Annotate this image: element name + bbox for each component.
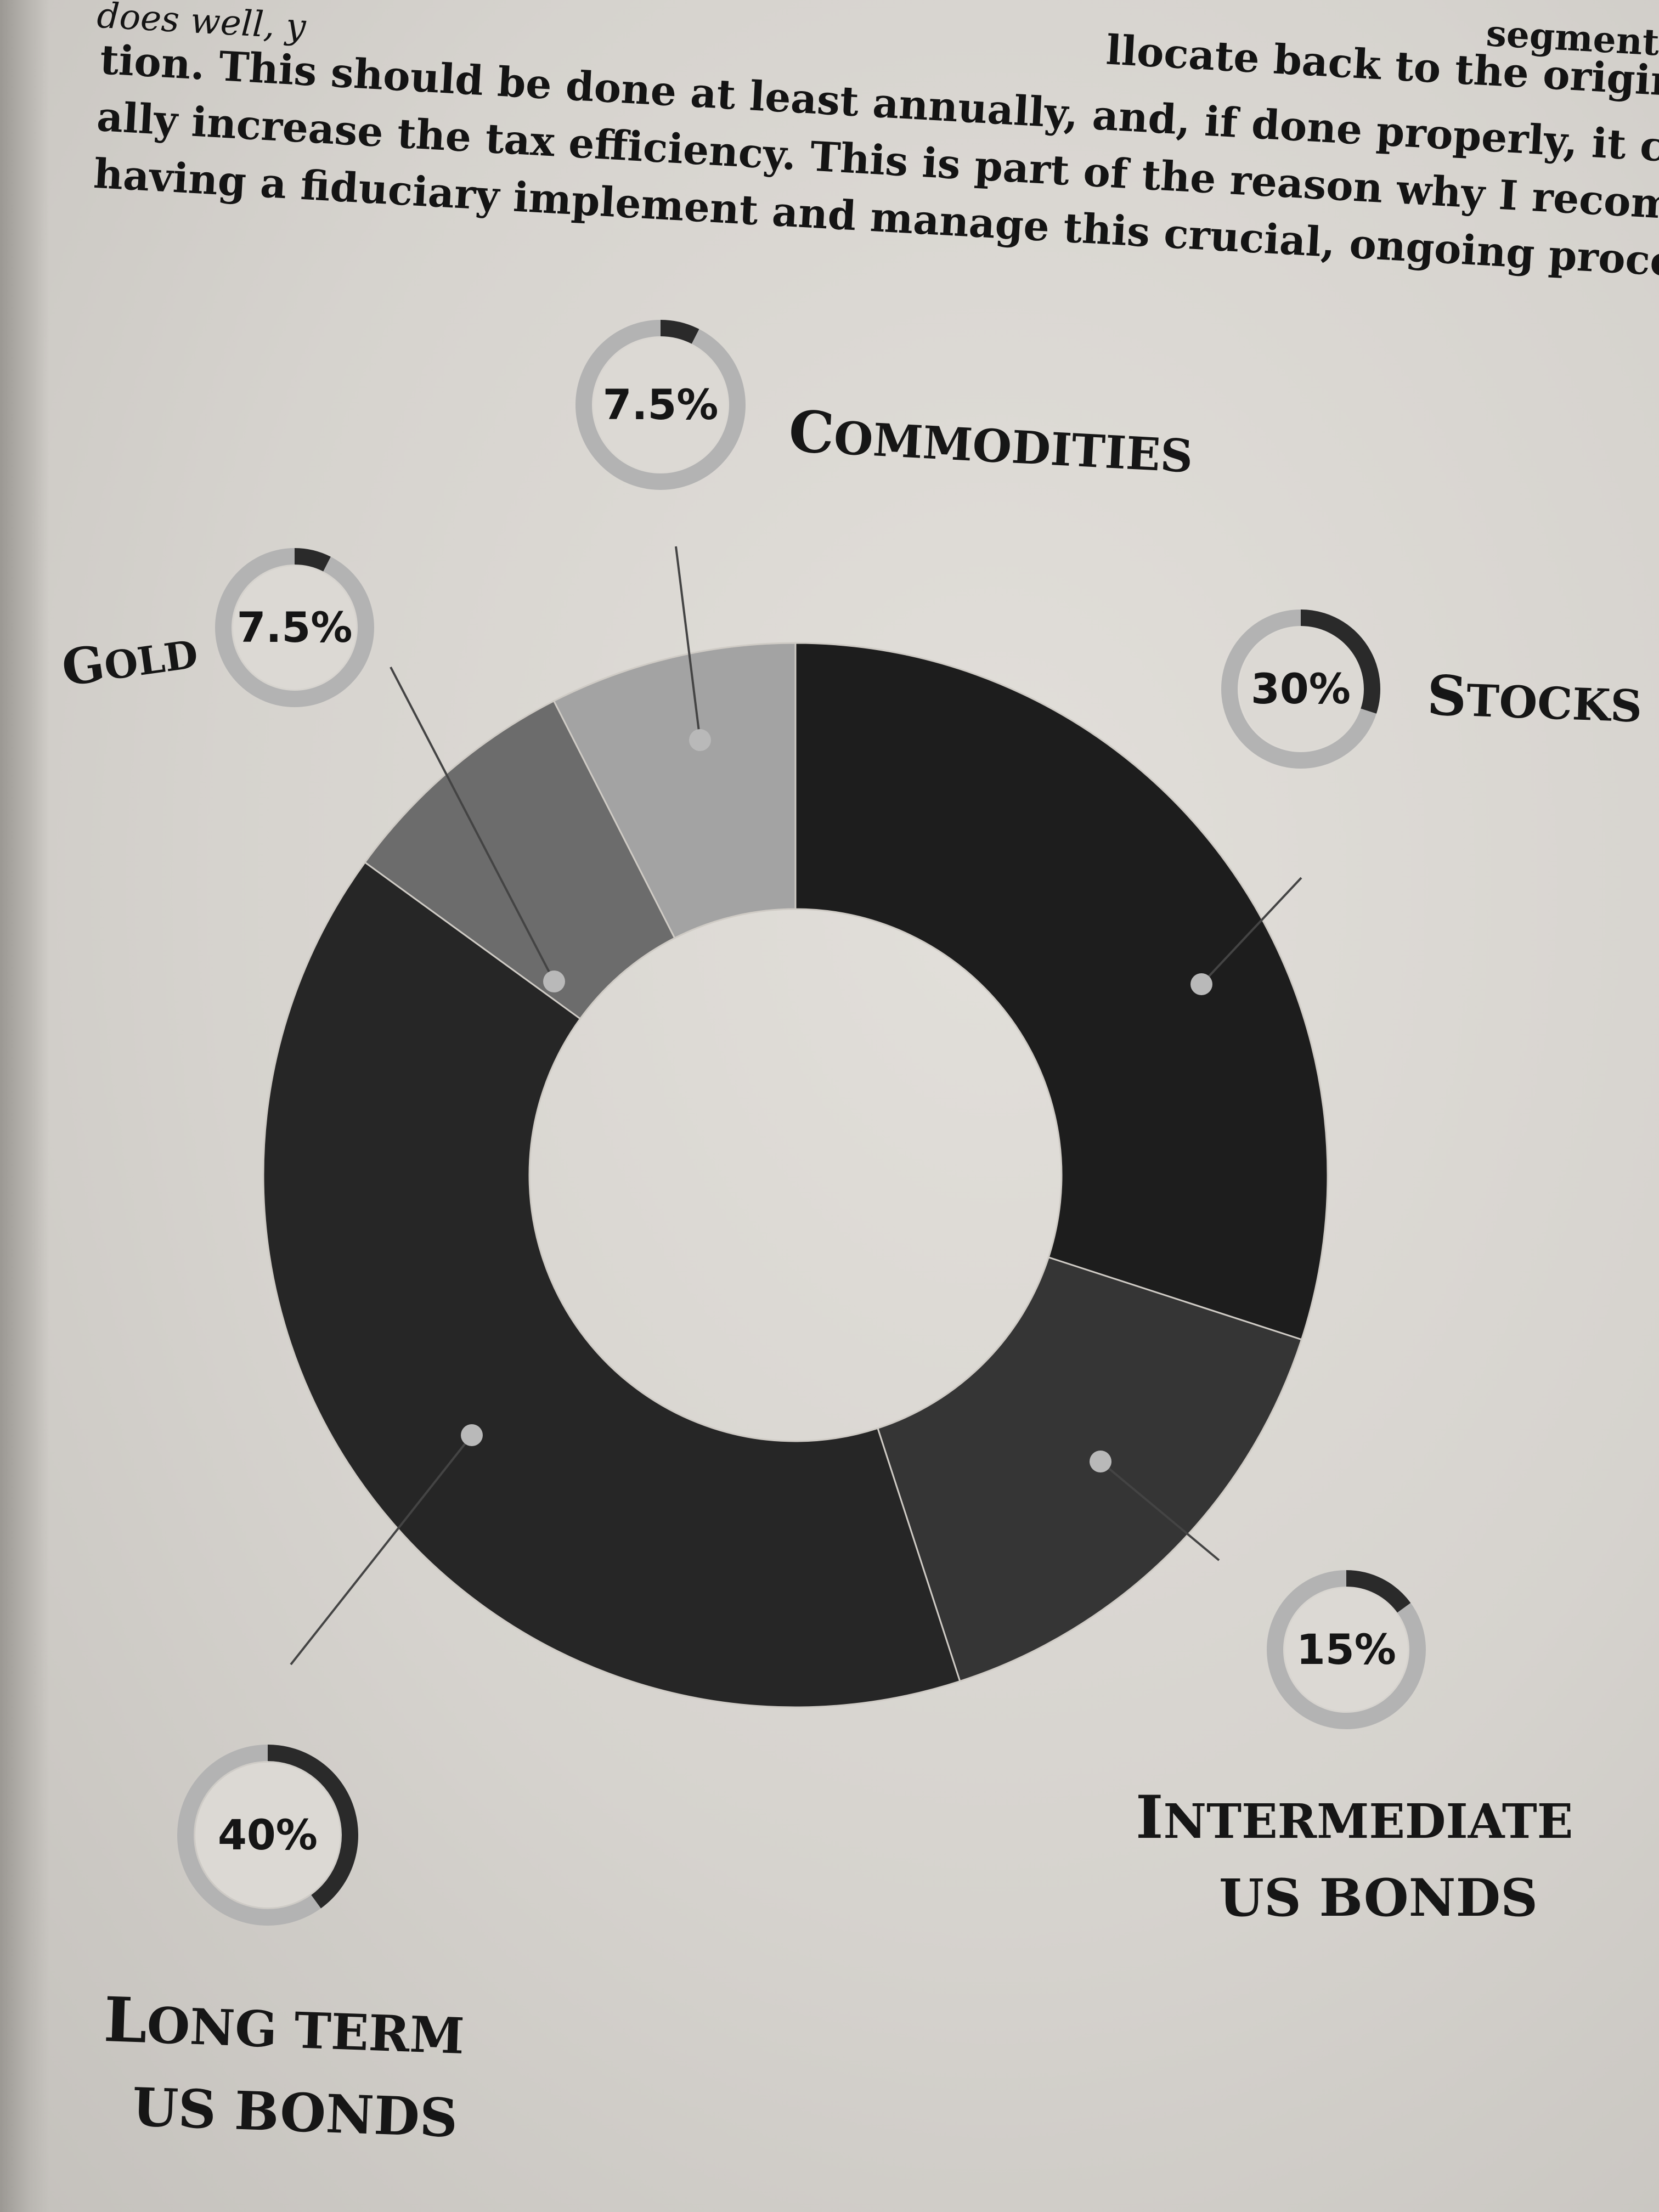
label-intermediate-line2: US BONDS [1219, 1868, 1538, 1928]
leader-line-gold [390, 667, 555, 982]
badge-arc-stocks [1300, 610, 1380, 714]
badge-value-long-term-us-bonds: 40% [218, 1810, 318, 1859]
label-commodities: COMMODITIES [787, 397, 1195, 486]
badge-fill-long-term-us-bonds [195, 1763, 340, 1908]
label-gold: GOLD [58, 621, 201, 697]
slice-stocks [794, 642, 1329, 1341]
label-long-term-line1: LONG TERM [103, 1984, 466, 2068]
badge-arc-intermediate-us-bonds [1346, 1570, 1411, 1613]
label-stocks: STOCKS [1426, 663, 1643, 735]
donut-slices [262, 642, 1329, 1708]
slice-gold [364, 699, 676, 1020]
badge-fill-gold [233, 566, 356, 689]
slice-intermediate-us-bonds [876, 1256, 1303, 1683]
leader-line-intermediate-us-bonds [1099, 1460, 1220, 1561]
leader-dot-commodities [689, 729, 711, 751]
leader-dot-gold [543, 970, 565, 992]
slice-commodities [552, 642, 797, 939]
badge-value-commodities: 7.5% [603, 380, 719, 429]
label-long-term-line2: US BONDS [131, 2076, 459, 2149]
category-labels: COMMODITIES GOLD STOCKS INTERMEDIATE US BOND… [58, 397, 1643, 2149]
percent-badges: 30% 15% 40% 7.5% 7.5% [177, 320, 1426, 1926]
label-intermediate-line1: INTERMEDIATE [1136, 1783, 1573, 1852]
badge-arc-gold [294, 548, 331, 572]
leader-dot-intermediate-us-bonds [1090, 1451, 1111, 1472]
leader-line-long-term-us-bonds [290, 1434, 473, 1666]
slice-long-term-us-bonds [262, 861, 961, 1708]
leader-line-stocks [1200, 877, 1302, 985]
leader-line-commodities [675, 546, 701, 741]
badge-value-stocks: 30% [1251, 664, 1351, 713]
leader-lines [290, 546, 1302, 1666]
badge-fill-stocks [1239, 628, 1362, 751]
badge-value-intermediate-us-bonds: 15% [1296, 1625, 1396, 1674]
badge-fill-intermediate-us-bonds [1285, 1588, 1408, 1711]
badge-value-gold: 7.5% [237, 603, 353, 652]
leader-dot-long-term-us-bonds [461, 1424, 483, 1446]
badge-fill-commodities [594, 338, 727, 472]
book-spine-shadow [0, 0, 49, 2212]
badge-arc-long-term-us-bonds [267, 1745, 358, 1909]
leader-dot-stocks [1190, 973, 1212, 995]
badge-arc-commodities [660, 320, 699, 344]
